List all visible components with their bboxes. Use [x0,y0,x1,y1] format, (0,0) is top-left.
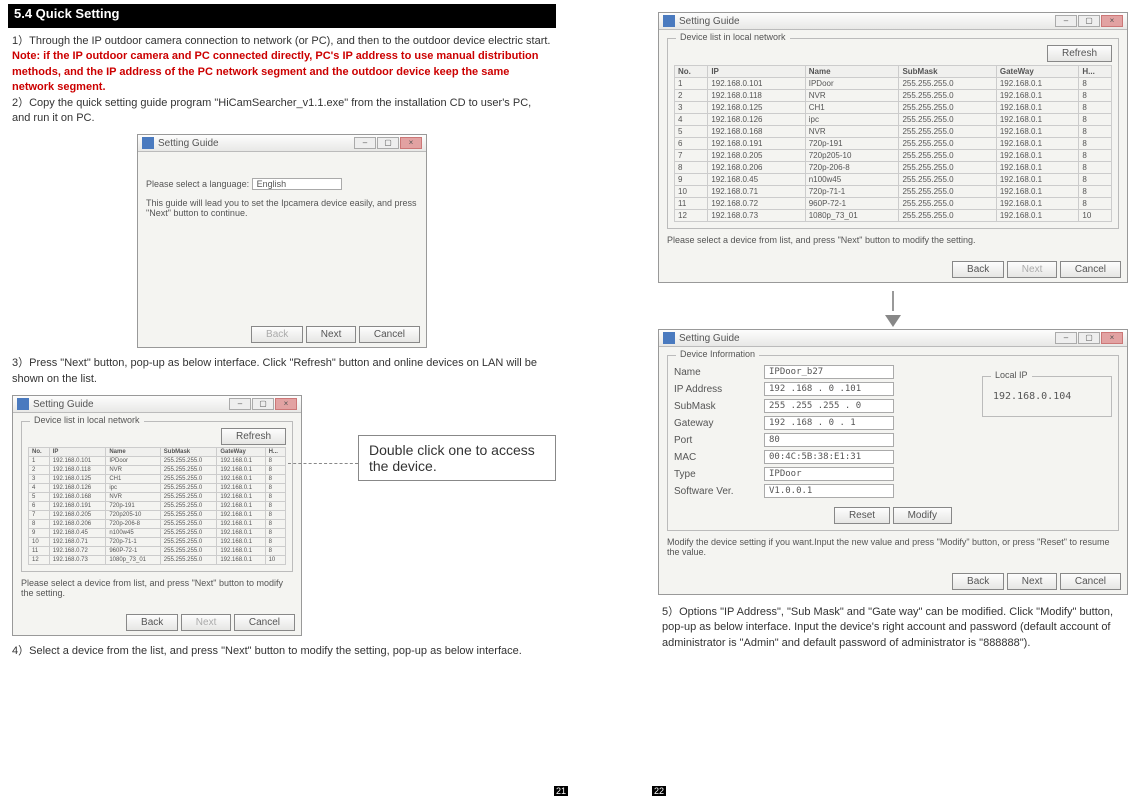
port-label: Port [674,435,764,446]
name-label: Name [674,367,764,378]
minimize-icon[interactable]: – [1055,332,1077,344]
note-text: Note: if the IP outdoor camera and PC co… [8,49,556,95]
step4-text: 4）Select a device from the list, and pre… [8,644,556,659]
list-hint: Please select a device from list, and pr… [21,578,293,598]
app-icon [142,137,154,149]
lang-label: Please select a language: [146,179,249,189]
ip-field[interactable]: 192 .168 . 0 .101 [764,382,894,396]
page-number-left: 21 [554,786,568,796]
minimize-icon[interactable]: – [1055,15,1077,27]
window-title: Setting Guide [679,16,740,27]
cancel-button[interactable]: Cancel [234,614,295,631]
info-label: Device Information [676,349,759,359]
callout-box: Double click one to access the device. [358,435,556,481]
type-field: IPDoor [764,467,894,481]
app-icon [17,398,29,410]
device-table[interactable]: No.IPNameSubMaskGateWayH...1192.168.0.10… [674,65,1112,222]
local-ip-value: 192.168.0.104 [989,383,1105,410]
device-table[interactable]: No.IPNameSubMaskGateWayH...1192.168.0.10… [28,447,286,565]
arrow-down [658,291,1128,321]
next-button: Next [181,614,232,631]
step2-text: 2）Copy the quick setting guide program "… [8,96,556,127]
guide-window-list-large: Setting Guide – ▢ × Device list in local… [658,12,1128,283]
maximize-icon[interactable]: ▢ [1078,332,1100,344]
back-button[interactable]: Back [126,614,178,631]
callout-line [288,463,358,464]
back-button[interactable]: Back [952,261,1004,278]
port-field[interactable]: 80 [764,433,894,447]
modify-button[interactable]: Modify [893,507,952,524]
refresh-button[interactable]: Refresh [221,428,286,445]
mac-field: 00:4C:5B:38:E1:31 [764,450,894,464]
next-button[interactable]: Next [1007,573,1058,590]
section-header: 5.4 Quick Setting [8,4,556,28]
ver-label: Software Ver. [674,486,764,497]
maximize-icon[interactable]: ▢ [377,137,399,149]
gw-field[interactable]: 192 .168 . 0 . 1 [764,416,894,430]
info-hint: Modify the device setting if you want.In… [667,537,1119,557]
list-hint: Please select a device from list, and pr… [667,235,1119,245]
guide-window-list-small: Setting Guide – ▢ × Device list in local… [12,395,302,636]
next-button[interactable]: Next [306,326,357,343]
back-button[interactable]: Back [952,573,1004,590]
local-ip-label: Local IP [991,370,1032,380]
page-number-right: 22 [652,786,666,796]
step3-text: 3）Press "Next" button, pop-up as below i… [8,356,556,387]
name-field[interactable]: IPDoor_b27 [764,365,894,379]
cancel-button[interactable]: Cancel [1060,261,1121,278]
maximize-icon[interactable]: ▢ [252,398,274,410]
lang-hint: This guide will lead you to set the Ipca… [146,198,418,218]
reset-button[interactable]: Reset [834,507,890,524]
close-icon[interactable]: × [400,137,422,149]
refresh-button[interactable]: Refresh [1047,45,1112,62]
minimize-icon[interactable]: – [229,398,251,410]
sub-field[interactable]: 255 .255 .255 . 0 [764,399,894,413]
step1-text: 1）Through the IP outdoor camera connecti… [8,34,556,49]
app-icon [663,332,675,344]
sub-label: SubMask [674,401,764,412]
lang-select[interactable]: English [252,178,342,190]
cancel-button[interactable]: Cancel [1060,573,1121,590]
step5-text: 5）Options "IP Address", "Sub Mask" and "… [658,605,1128,651]
app-icon [663,15,675,27]
maximize-icon[interactable]: ▢ [1078,15,1100,27]
list-label: Device list in local network [30,415,144,425]
close-icon[interactable]: × [1101,15,1123,27]
guide-window-lang: Setting Guide – ▢ × Please select a lang… [137,134,427,348]
window-title: Setting Guide [158,138,219,149]
list-label: Device list in local network [676,32,790,42]
back-button: Back [251,326,303,343]
ip-label: IP Address [674,384,764,395]
close-icon[interactable]: × [275,398,297,410]
minimize-icon[interactable]: – [354,137,376,149]
type-label: Type [674,469,764,480]
guide-window-info: Setting Guide – ▢ × Device Information N… [658,329,1128,595]
ver-field: V1.0.0.1 [764,484,894,498]
gw-label: Gateway [674,418,764,429]
window-title: Setting Guide [33,399,94,410]
next-button: Next [1007,261,1058,278]
cancel-button[interactable]: Cancel [359,326,420,343]
window-title: Setting Guide [679,333,740,344]
mac-label: MAC [674,452,764,463]
close-icon[interactable]: × [1101,332,1123,344]
